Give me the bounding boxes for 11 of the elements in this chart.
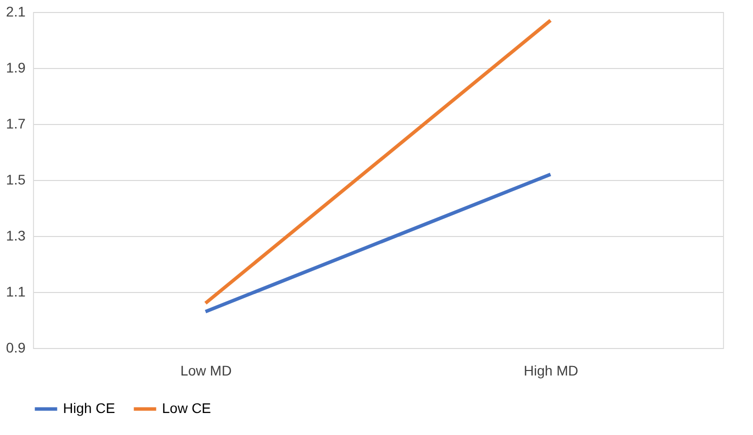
y-tick-label: 1.7 (6, 116, 26, 132)
y-tick-label: 1.9 (6, 60, 26, 76)
y-tick-label: 1.5 (6, 172, 26, 188)
legend-label: High CE (63, 400, 116, 416)
y-tick-label: 1.3 (6, 228, 26, 244)
legend-label: Low CE (162, 400, 212, 416)
y-tick-label: 2.1 (6, 4, 26, 20)
x-tick-label: High MD (524, 362, 578, 378)
y-tick-label: 1.1 (6, 284, 26, 300)
y-tick-label: 0.9 (6, 340, 26, 356)
x-tick-label: Low MD (180, 362, 232, 378)
